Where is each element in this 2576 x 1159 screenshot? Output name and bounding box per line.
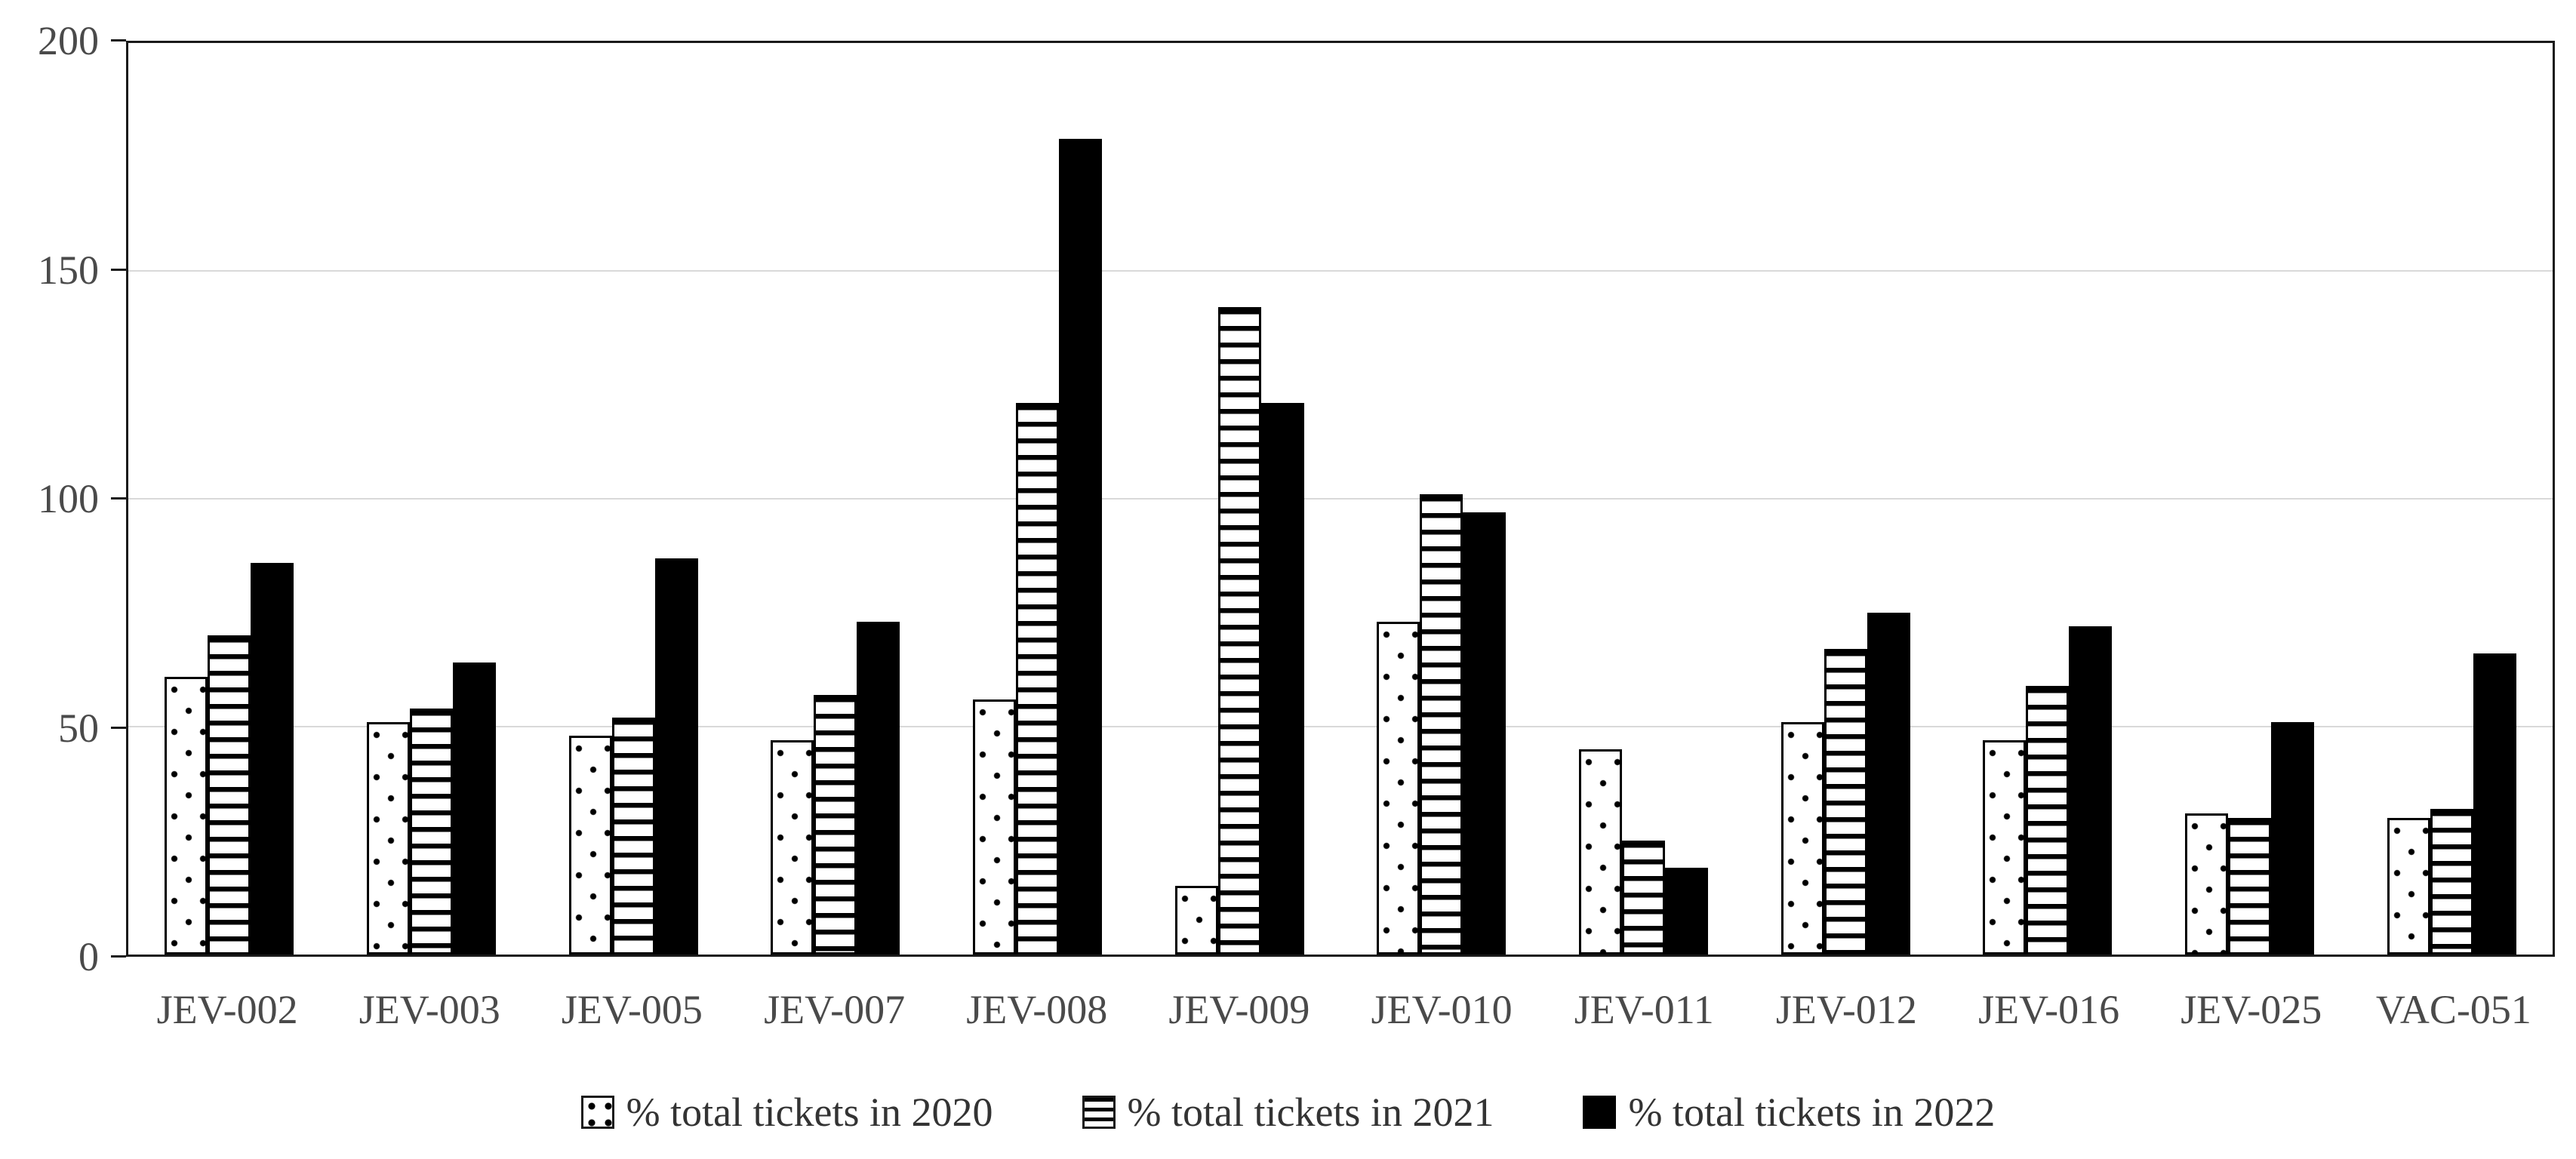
- x-tick-label-JEV-009: JEV-009: [1168, 987, 1310, 1032]
- bar-JEV-003-dots: [367, 721, 410, 955]
- x-tick-label-JEV-011: JEV-011: [1574, 987, 1714, 1032]
- bar-JEV-005-hlines: [611, 717, 655, 955]
- bar-JEV-010-hlines: [1420, 493, 1463, 955]
- bar-JEV-011-hlines: [1622, 841, 1665, 955]
- bar-JEV-016-hlines: [2026, 685, 2070, 955]
- bar-VAC-051-solid: [2473, 653, 2516, 955]
- bar-JEV-005-solid: [654, 558, 698, 955]
- legend-label-2020: % total tickets in 2020: [626, 1090, 993, 1135]
- bar-VAC-051-dots: [2387, 817, 2430, 955]
- bar-JEV-005-dots: [568, 736, 612, 955]
- bar-JEV-010-dots: [1377, 622, 1420, 955]
- y-axis: 0 50 100 150 200: [0, 20, 126, 977]
- bar-JEV-008-solid: [1059, 138, 1102, 955]
- bars-layer: [128, 43, 2553, 955]
- gridline-100: [128, 498, 2553, 500]
- legend-marker-dots-icon: [580, 1096, 614, 1129]
- y-tick-label-150: 150: [38, 247, 99, 293]
- bar-JEV-009-hlines: [1217, 307, 1261, 955]
- gridlines-layer: [128, 43, 2553, 955]
- y-tick-label-100: 100: [38, 476, 99, 521]
- bar-JEV-003-hlines: [410, 708, 453, 955]
- legend-marker-solid-icon: [1583, 1096, 1617, 1129]
- y-tick-label-200: 200: [38, 18, 99, 63]
- bar-JEV-009-dots: [1174, 886, 1218, 955]
- bar-JEV-008-dots: [973, 699, 1016, 955]
- x-tick-label-JEV-008: JEV-008: [966, 987, 1108, 1032]
- bar-JEV-012-dots: [1780, 721, 1824, 955]
- gridline-50: [128, 726, 2553, 727]
- bar-JEV-011-solid: [1665, 868, 1708, 955]
- legend-item-2021: % total tickets in 2021: [1082, 1091, 1494, 1133]
- bar-JEV-002-hlines: [208, 635, 251, 955]
- bar-JEV-002-solid: [251, 562, 294, 955]
- bar-JEV-012-hlines: [1824, 649, 1867, 955]
- bar-JEV-002-dots: [165, 676, 208, 955]
- y-tick-mark-50: [111, 726, 126, 729]
- legend-label-2021: % total tickets in 2021: [1127, 1090, 1494, 1135]
- x-axis: JEV-002 JEV-003 JEV-005 JEV-007 JEV-008 JEV-0…: [126, 987, 2555, 1047]
- bar-VAC-051-hlines: [2430, 808, 2473, 955]
- bar-JEV-012-solid: [1867, 613, 1910, 955]
- bar-JEV-007-solid: [857, 622, 900, 955]
- x-tick-label-JEV-016: JEV-016: [1978, 987, 2120, 1032]
- x-tick-label-JEV-012: JEV-012: [1775, 987, 1917, 1032]
- plot-area: [126, 41, 2555, 957]
- x-tick-label-JEV-005: JEV-005: [561, 987, 703, 1032]
- y-tick-mark-150: [111, 268, 126, 271]
- y-tick-mark-100: [111, 497, 126, 500]
- bar-JEV-025-solid: [2271, 721, 2314, 955]
- x-tick-label-JEV-010: JEV-010: [1371, 987, 1513, 1032]
- bar-JEV-009-solid: [1260, 403, 1304, 955]
- y-tick-mark-0: [111, 955, 126, 958]
- bar-JEV-011-dots: [1579, 749, 1622, 955]
- bar-JEV-003-solid: [453, 663, 496, 955]
- bar-JEV-007-hlines: [814, 694, 857, 955]
- y-tick-label-0: 0: [78, 934, 99, 979]
- y-tick-mark-200: [111, 39, 126, 42]
- x-tick-label-VAC-051: VAC-051: [2375, 987, 2531, 1032]
- y-tick-label-50: 50: [58, 705, 99, 751]
- gridline-150: [128, 270, 2553, 272]
- bar-JEV-016-dots: [1983, 740, 2027, 955]
- x-tick-label-JEV-003: JEV-003: [359, 987, 500, 1032]
- bar-JEV-010-solid: [1463, 512, 1507, 955]
- legend-item-2022: % total tickets in 2022: [1583, 1091, 1995, 1133]
- legend-item-2020: % total tickets in 2020: [580, 1090, 993, 1135]
- legend: % total tickets in 2020 % total tickets …: [0, 1091, 2576, 1133]
- bar-JEV-008-hlines: [1016, 403, 1059, 955]
- x-tick-label-JEV-007: JEV-007: [764, 987, 906, 1032]
- bar-JEV-016-solid: [2069, 626, 2113, 955]
- x-tick-label-JEV-002: JEV-002: [156, 987, 298, 1032]
- legend-label-2022: % total tickets in 2022: [1628, 1090, 1996, 1135]
- bar-JEV-025-dots: [2185, 813, 2228, 955]
- legend-marker-hlines-icon: [1082, 1096, 1116, 1129]
- x-tick-label-JEV-025: JEV-025: [2181, 987, 2322, 1032]
- bar-JEV-025-hlines: [2228, 817, 2271, 955]
- bar-JEV-007-dots: [771, 740, 814, 955]
